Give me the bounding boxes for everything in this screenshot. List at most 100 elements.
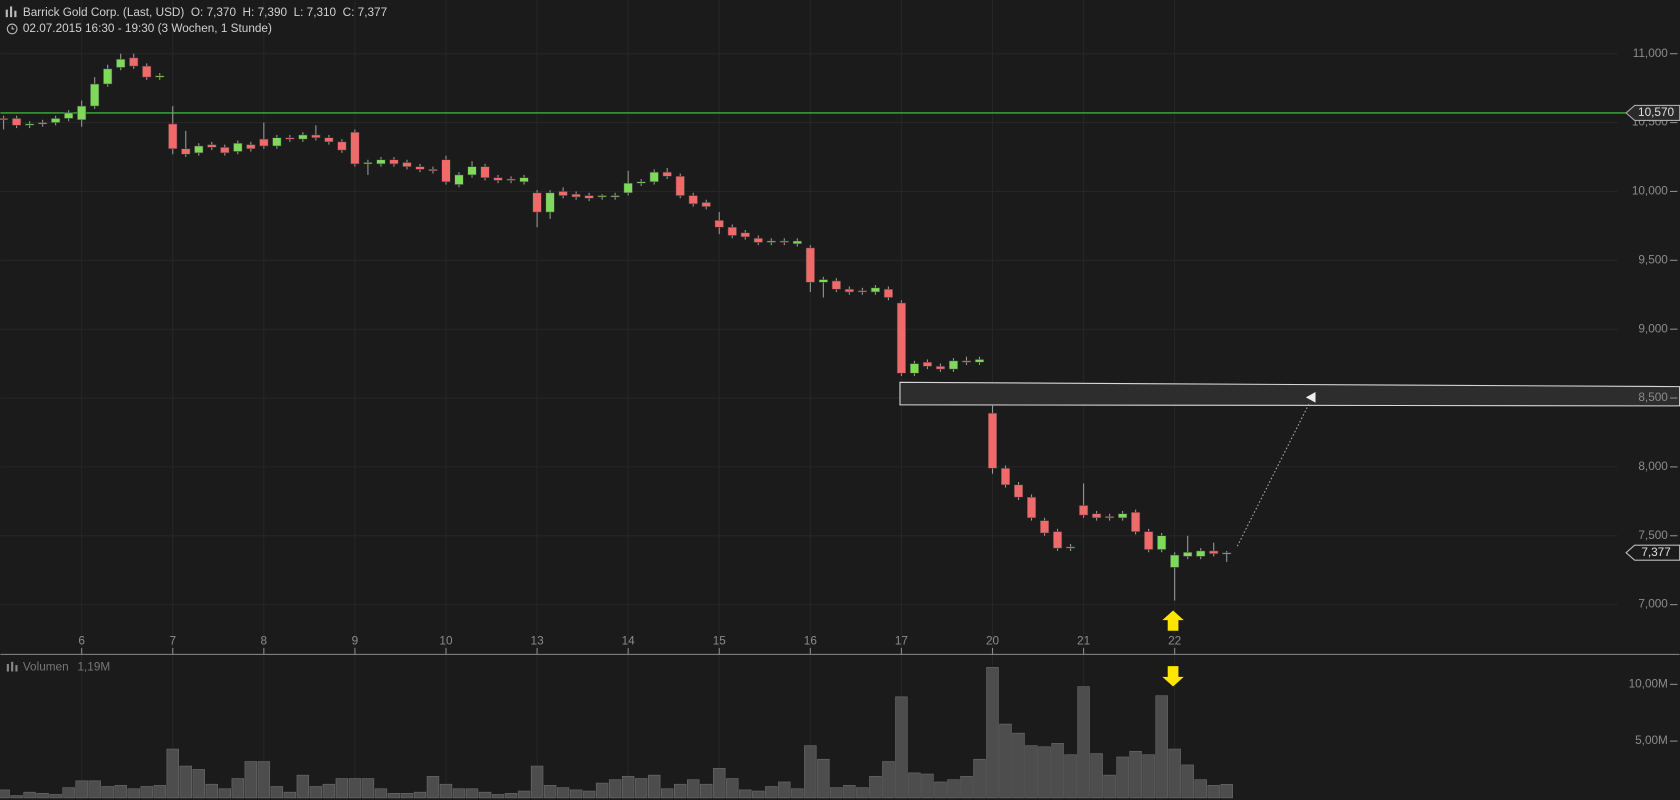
y-tick-label: 5,00M: [1635, 734, 1668, 747]
candle-body: [337, 141, 347, 151]
volume-bar: [843, 785, 856, 799]
candle-body: [415, 166, 425, 170]
volume-bar: [856, 787, 869, 799]
candle-body: [636, 181, 646, 184]
down-arrow: [1162, 666, 1184, 687]
candle-body: [1013, 484, 1024, 498]
candle-body: [1040, 520, 1050, 534]
volume-bar: [1051, 743, 1064, 799]
volume-bar: [921, 773, 934, 799]
candle-body: [805, 247, 815, 283]
candle-body: [753, 237, 763, 243]
x-tick-label: 22: [1168, 635, 1181, 648]
candle-body: [974, 359, 985, 363]
volume-bar: [752, 790, 765, 799]
header-icon: [5, 6, 17, 18]
candle-body: [259, 138, 269, 147]
volume-bar: [478, 791, 492, 799]
candle-body: [298, 134, 308, 140]
volume-bar: [179, 765, 192, 799]
volume-bar: [700, 783, 713, 799]
volume-bar: [530, 765, 544, 799]
candle-body: [350, 131, 360, 165]
volume-bar: [1155, 695, 1168, 799]
up-arrow: [1162, 610, 1184, 631]
volume-bar: [660, 788, 674, 799]
candle-body: [727, 226, 737, 236]
candle-body: [519, 177, 529, 183]
clock-hands: [11, 26, 15, 30]
volume-bar: [1194, 779, 1207, 799]
volume-bar: [127, 788, 140, 799]
candle-body: [467, 166, 477, 176]
chart-subtitle: 02.07.2015 16:30 - 19:30 (3 Wochen, 1 St…: [23, 22, 272, 35]
volume-bar: [882, 761, 895, 799]
chart-title: Barrick Gold Corp. (Last, USD) O: 7,370 …: [23, 6, 387, 19]
candle-body: [220, 147, 230, 154]
volume-bar: [1103, 774, 1116, 799]
volume-bar: [1168, 748, 1181, 799]
y-tick-label: 8,500: [1638, 391, 1668, 404]
candle-body: [701, 202, 711, 207]
candle-body: [363, 162, 373, 165]
candle-body: [493, 177, 503, 181]
last-price-label: 7,377: [1641, 546, 1670, 559]
y-tick-label: 10,000: [1632, 185, 1668, 198]
volume-bar: [569, 789, 583, 799]
candle-body: [376, 159, 386, 165]
price-zone: [899, 381, 1680, 407]
volume-bar: [869, 775, 882, 799]
candle-body: [25, 123, 35, 126]
candle-body: [38, 122, 48, 125]
volume-bar: [556, 787, 570, 799]
candle-body: [688, 195, 698, 205]
volume-bar: [947, 779, 960, 799]
candle-body: [233, 142, 243, 152]
volume-bar: [309, 786, 323, 799]
volume-bar: [75, 780, 88, 799]
x-tick-label: 7: [169, 635, 176, 648]
x-tick-label: 16: [804, 635, 818, 648]
volume-bar: [283, 791, 297, 799]
x-tick-label: 8: [261, 635, 268, 648]
candle-body: [987, 412, 998, 469]
candle-body: [1209, 550, 1219, 554]
volume-bar: [713, 768, 726, 799]
candle-body: [1222, 552, 1232, 555]
x-tick-label: 10: [439, 635, 453, 648]
candle-body: [1170, 554, 1180, 568]
candle-body: [51, 118, 61, 123]
candle-body: [441, 159, 451, 183]
candle-body: [662, 171, 672, 177]
candle-body: [506, 178, 516, 181]
candle-body: [649, 171, 659, 183]
candle-body: [610, 195, 620, 198]
candle-body: [1144, 531, 1154, 550]
volume-bar: [23, 791, 36, 799]
volume-bar: [218, 788, 232, 799]
candle-body: [64, 112, 74, 119]
volume-bar: [205, 783, 218, 799]
volume-bar: [257, 761, 271, 799]
y-tick-label: 7,500: [1638, 529, 1668, 542]
volume-bar: [270, 786, 284, 799]
volume-subtitle: 1,19M: [77, 660, 110, 673]
y-tick-label: 9,500: [1638, 253, 1668, 266]
candle-body: [1196, 550, 1206, 557]
candle-body: [844, 288, 854, 293]
volume-bar: [1090, 753, 1103, 799]
candle-body: [779, 240, 789, 243]
volume-bar: [400, 792, 414, 799]
candle-body: [1131, 512, 1141, 532]
volume-bar: [374, 788, 388, 799]
volume-bar: [387, 792, 401, 799]
marks: [0, 53, 1627, 799]
volume-bar: [62, 787, 75, 799]
volume-bar: [934, 781, 947, 799]
volume-bar: [335, 778, 349, 799]
candle-body: [948, 360, 959, 370]
volume-bar: [973, 758, 986, 799]
candle-body: [285, 137, 295, 140]
